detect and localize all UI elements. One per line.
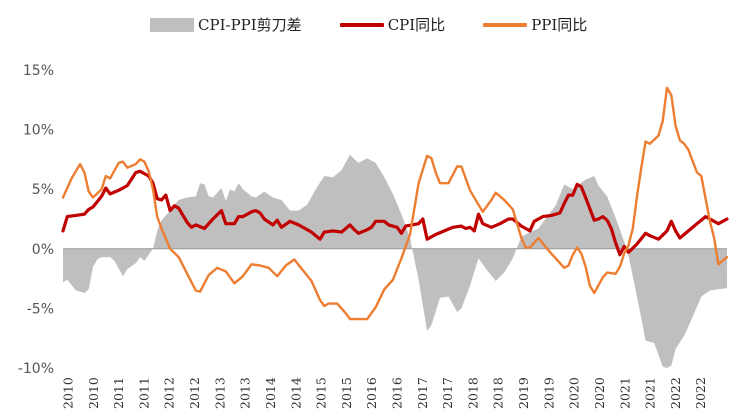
series-line-cpi: [61, 169, 729, 257]
x-tick-label: 2021: [643, 377, 658, 409]
legend-item-cpi: CPI同比: [339, 14, 446, 35]
x-tick-label: 2018: [465, 377, 480, 409]
x-tick-label: 2012: [162, 377, 177, 409]
legend-item-ppi: PPI同比: [483, 14, 587, 35]
x-tick-label: 2010: [86, 377, 101, 409]
x-tick-label: 2014: [288, 377, 303, 409]
x-tick-label: 2022: [668, 377, 683, 409]
legend-item-spread: CPI-PPI剪刀差: [150, 14, 302, 35]
x-tick-label: 2015: [339, 377, 354, 409]
legend-swatch-spread: [150, 17, 194, 32]
x-tick-label: 2019: [541, 377, 556, 409]
x-tick-label: 2011: [111, 377, 126, 409]
y-tick-label: 5%: [32, 182, 54, 198]
x-tick-label: 2017: [440, 377, 455, 409]
y-tick-label: 10%: [23, 123, 54, 139]
x-tick-label: 2013: [212, 377, 227, 409]
series-line-ppi: [61, 86, 729, 321]
legend-swatch-cpi: [339, 22, 384, 27]
x-tick-label: 2013: [238, 377, 253, 409]
x-tick-label: 2016: [390, 377, 405, 409]
legend-label-cpi: CPI同比: [387, 16, 446, 34]
y-tick-label: 0%: [32, 242, 54, 258]
x-tick-label: 2016: [364, 377, 379, 409]
legend-swatch-ppi: [483, 22, 528, 27]
y-tick-label: 15%: [23, 63, 54, 79]
x-tick-label: 2010: [61, 377, 76, 409]
y-tick-label: -5%: [27, 301, 54, 317]
x-tick-label: 2015: [314, 377, 329, 409]
x-tick-label: 2020: [567, 377, 582, 409]
chart-legend: CPI-PPI剪刀差 CPI同比 PPI同比: [150, 14, 625, 35]
x-tick-label: 2012: [187, 377, 202, 409]
series-area-spread: [63, 154, 727, 368]
x-tick-label: 2022: [693, 377, 708, 409]
x-tick-label: 2018: [491, 377, 506, 409]
x-tick-label: 2014: [263, 377, 278, 409]
y-tick-label: -10%: [18, 361, 54, 377]
x-tick-label: 2011: [136, 377, 151, 409]
x-tick-label: 2021: [617, 377, 632, 409]
legend-label-spread: CPI-PPI剪刀差: [198, 16, 302, 34]
x-tick-label: 2019: [516, 377, 531, 409]
x-tick-label: 2017: [415, 377, 430, 409]
legend-label-ppi: PPI同比: [531, 16, 588, 34]
x-tick-label: 2020: [592, 377, 607, 409]
